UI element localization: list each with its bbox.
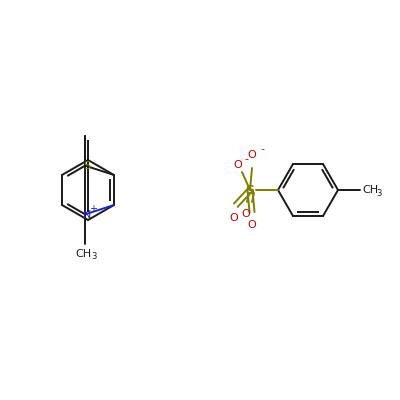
Text: CH: CH (75, 249, 92, 259)
Text: +: + (90, 204, 98, 214)
Text: N: N (83, 210, 92, 220)
Text: O: O (242, 209, 250, 219)
Text: O: O (230, 213, 238, 223)
Text: -: - (244, 154, 248, 164)
Text: S: S (83, 161, 90, 171)
Text: S: S (246, 184, 254, 196)
Text: 3: 3 (92, 252, 97, 261)
Text: O: O (248, 220, 256, 230)
Text: O: O (248, 150, 256, 160)
Text: -: - (260, 144, 264, 154)
Text: O: O (234, 160, 242, 170)
Text: CH: CH (362, 185, 378, 195)
Text: 3: 3 (376, 190, 381, 198)
